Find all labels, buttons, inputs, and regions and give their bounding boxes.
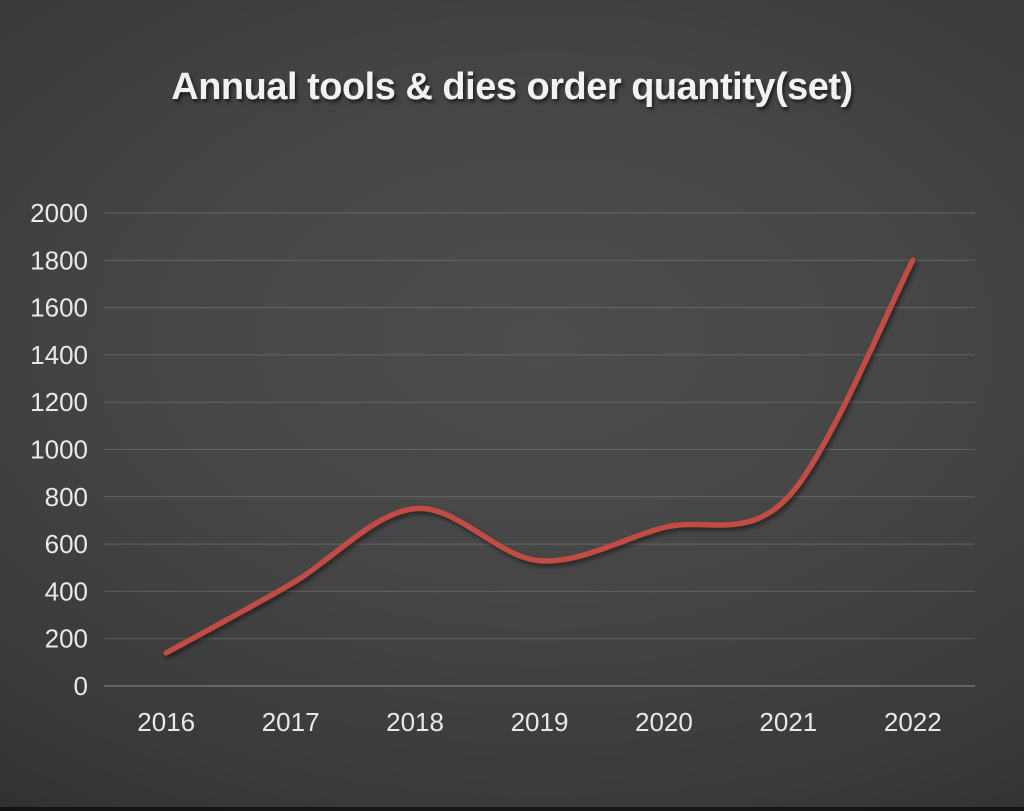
x-tick-label-2017: 2017 — [262, 707, 320, 737]
y-tick-label-400: 400 — [45, 576, 88, 606]
y-tick-label-1000: 1000 — [30, 435, 88, 465]
y-tick-label-800: 800 — [45, 482, 88, 512]
gridlines-group — [104, 212, 975, 687]
y-axis-labels: 0 200 400 600 800 1000 1200 1400 1600 1800 2000 — [30, 198, 88, 701]
x-tick-label-2020: 2020 — [635, 707, 693, 737]
x-tick-label-2019: 2019 — [511, 707, 569, 737]
x-axis-labels: 2016 2017 2018 2019 2020 2021 2022 — [137, 707, 941, 737]
y-tick-label-1400: 1400 — [30, 340, 88, 370]
y-tick-label-1600: 1600 — [30, 293, 88, 323]
x-tick-label-2021: 2021 — [759, 707, 817, 737]
x-tick-label-2022: 2022 — [884, 707, 942, 737]
y-tick-label-600: 600 — [45, 529, 88, 559]
y-tick-label-200: 200 — [45, 624, 88, 654]
slide-bottom-edge — [0, 807, 1024, 811]
x-tick-label-2016: 2016 — [137, 707, 195, 737]
y-tick-label-2000: 2000 — [30, 198, 88, 228]
y-tick-label-1200: 1200 — [30, 387, 88, 417]
x-tick-label-2018: 2018 — [386, 707, 444, 737]
y-tick-label-0: 0 — [74, 671, 88, 701]
chart-title: Annual tools & dies order quantity(set) — [171, 66, 853, 108]
y-tick-label-1800: 1800 — [30, 245, 88, 275]
data-series-line — [163, 257, 916, 656]
